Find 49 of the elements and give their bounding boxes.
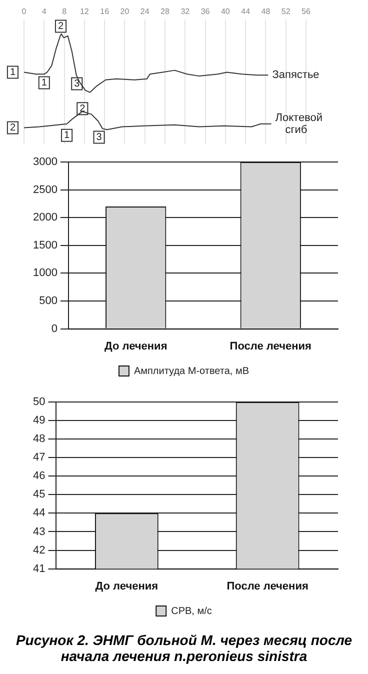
x-tick-label: 20 [120, 7, 130, 16]
annotation: 2 [58, 21, 64, 32]
y-tick-label: 1500 [32, 239, 58, 252]
x-tick-label: 24 [140, 7, 150, 16]
x-tick-label: 48 [261, 7, 271, 16]
y-tick-label: 500 [39, 295, 58, 308]
y-tick-label: 46 [32, 470, 46, 482]
x-tick-label: 36 [200, 7, 210, 16]
x-tick-label: 4 [42, 7, 47, 16]
x-tick-label: До лечения [95, 580, 158, 592]
y-tick-label: 0 [51, 322, 58, 335]
x-tick-label: 52 [281, 7, 291, 16]
x-tick-label: 8 [62, 7, 68, 16]
annotation: 1 [41, 78, 48, 89]
y-tick-label: 2500 [32, 184, 58, 196]
y-tick-label: 49 [32, 414, 46, 427]
text: Рисунок 2. ЭНМГ больной М. через месяц после начала лечения n.peronieus sinistra [14, 631, 354, 666]
x-tick-label: 32 [180, 7, 190, 16]
y-tick-label: 44 [32, 507, 46, 520]
y-tick-label: 42 [32, 544, 46, 556]
y-tick-label: 48 [32, 433, 46, 446]
legend-label: Амплитуда М-ответа, мВ [134, 366, 250, 377]
x-tick-label: 56 [302, 7, 311, 16]
y-tick-label: 45 [32, 488, 46, 501]
y-tick-label: 2000 [32, 212, 58, 224]
y-tick-label: 41 [32, 562, 46, 575]
series-label: Локтевой сгиб [275, 112, 323, 136]
annotation: 3 [96, 132, 102, 144]
x-tick-label: До лечения [104, 340, 168, 352]
y-tick-label: 1000 [32, 267, 58, 280]
x-tick-label: 44 [241, 7, 251, 16]
annotation: 1 [64, 130, 70, 142]
x-tick-label: 40 [220, 7, 230, 16]
annotation: 3 [74, 78, 80, 90]
annotation: 2 [80, 103, 86, 114]
x-tick-label: 16 [100, 7, 110, 16]
x-tick-label: После лечения [226, 580, 308, 592]
x-tick-label: После лечения [230, 340, 312, 352]
annotation: 2 [10, 122, 16, 134]
y-tick-label: 50 [32, 396, 46, 408]
x-tick-label: 12 [80, 7, 90, 16]
x-tick-label: 0 [22, 7, 27, 16]
annotation: 1 [10, 66, 16, 78]
y-tick-label: 47 [32, 452, 46, 464]
series-label: Запястье [272, 69, 320, 82]
legend-label: СРВ, м/с [171, 606, 212, 617]
y-tick-label: 3000 [32, 156, 58, 168]
x-tick-label: 28 [160, 7, 170, 16]
y-tick-label: 43 [32, 526, 46, 538]
